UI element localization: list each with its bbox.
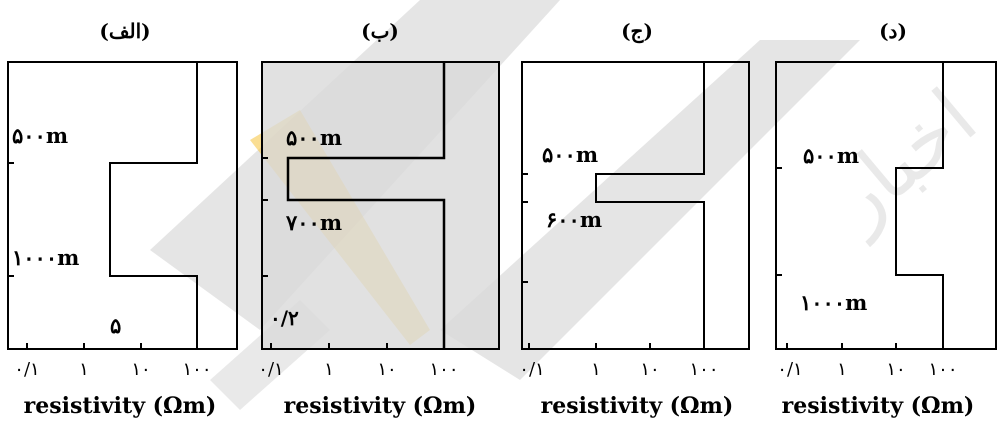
xtick-label-dal-1: ۱ (837, 359, 847, 380)
xtick-label-be-2: ۱۰ (377, 359, 396, 380)
panel-frame-jim (521, 61, 750, 350)
x-axis-label-be: resistivity (Ωm) (284, 393, 477, 419)
panel-b-shading (262, 62, 499, 349)
depth-label-dal-2: ۱۰۰۰m (800, 290, 867, 315)
x-axis-label-dal: resistivity (Ωm) (782, 393, 975, 419)
depth-label-alef-2: ۱۰۰۰m (12, 245, 79, 270)
xtick-label-alef-2: ۱۰ (131, 359, 150, 380)
extra-label-be: ۰/۲ (270, 306, 299, 330)
profile-line-be (286, 62, 446, 349)
depth-label-jim-1: ۵۰۰m (542, 142, 598, 167)
profile-line-dal (895, 62, 944, 349)
depth-ticks (8, 157, 782, 283)
panel-frame-be (261, 61, 500, 350)
depth-label-alef-1: ۵۰۰m (12, 123, 68, 148)
profile-line-alef (109, 62, 198, 349)
xtick-label-dal-0: ۰/۱ (777, 359, 802, 380)
xtick-label-dal-3: ۱۰۰ (928, 359, 957, 380)
panel-title-be: (ب) (361, 19, 399, 43)
xtick-label-jim-0: ۰/۱ (519, 359, 544, 380)
xtick-label-be-3: ۱۰۰ (429, 359, 458, 380)
panel-title-alef: (الف) (99, 19, 150, 43)
depth-label-be-1: ۵۰۰m (286, 125, 342, 150)
xtick-label-jim-2: ۱۰ (640, 359, 659, 380)
depth-label-be-2: ۷۰۰m (285, 210, 342, 235)
watermark-stroke-2 (440, 40, 860, 380)
xtick-label-be-1: ۱ (324, 359, 334, 380)
xtick-label-alef-0: ۰/۱ (14, 359, 39, 380)
depth-label-jim-2: ۶۰۰m (546, 207, 602, 232)
panel-title-jim: (ج) (621, 19, 653, 44)
panel-frame-dal (775, 61, 997, 350)
xtick-label-be-0: ۰/۱ (258, 359, 283, 380)
x-axis-label-alef: resistivity (Ωm) (24, 393, 217, 419)
panel-title-dal: (د) (879, 19, 907, 43)
xtick-label-alef-3: ۱۰۰ (182, 359, 211, 380)
x-axis-label-jim: resistivity (Ωm) (541, 393, 734, 419)
xtick-label-alef-1: ۱ (79, 359, 89, 380)
xtick-label-jim-3: ۱۰۰ (689, 359, 718, 380)
panel-frame-alef (7, 61, 238, 350)
depth-label-dal-1: ۵۰۰m (803, 143, 859, 168)
xtick-label-jim-1: ۱ (591, 359, 601, 380)
extra-label-alef: ۵ (110, 313, 121, 338)
profile-line-jim (595, 62, 705, 349)
xtick-label-dal-2: ۱۰ (886, 359, 905, 380)
x-tick-marks (26, 343, 944, 349)
